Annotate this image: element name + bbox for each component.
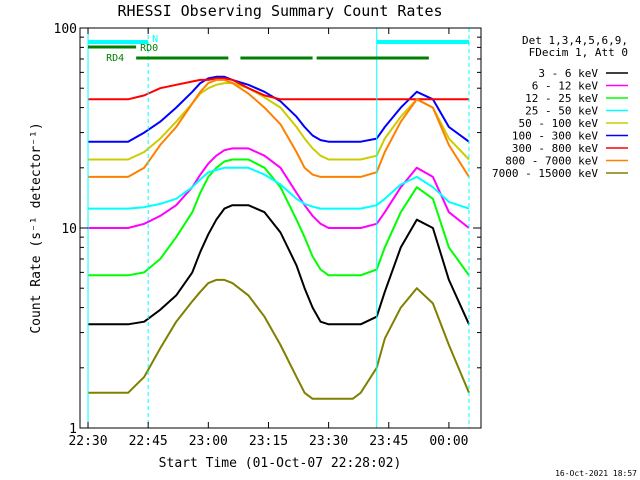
legend-header-line-2: FDecim 1, Att 0	[529, 46, 628, 59]
x-tick-label-0: 22:30	[68, 434, 107, 449]
x-axis-label: Start Time (01-Oct-07 22:28:02)	[159, 456, 402, 471]
x-tick-label-5: 23:45	[369, 434, 408, 449]
legend-label-4: 50 - 100 keV	[519, 117, 599, 130]
axes-layer: 22:30 22:45 23:00 23:15 23:30 23:45 00:00 1 10 10…	[54, 22, 481, 449]
markers-layer	[87, 28, 470, 428]
series-line-3	[88, 166, 470, 210]
series-layer	[88, 75, 470, 400]
legend-label-6: 300 - 800 keV	[512, 142, 598, 155]
x-tick-label-3: 23:15	[249, 434, 288, 449]
series-line-2	[88, 158, 470, 277]
series-line-6	[88, 77, 469, 101]
series-line-5	[88, 75, 470, 143]
flag-label-n: N	[152, 34, 158, 45]
legend-label-8: 7000 - 15000 keV	[492, 167, 598, 180]
flag-label-rd0: RD0	[140, 43, 158, 54]
series-line-7	[88, 78, 470, 178]
flag-label-rd4: RD4	[106, 53, 124, 64]
y-tick-label-2: 100	[54, 22, 77, 37]
y-axis-label: Count Rate (s⁻¹ detector⁻¹)	[29, 122, 44, 333]
series-line-0	[88, 204, 470, 326]
x-tick-label-6: 00:00	[429, 434, 468, 449]
chart-title: RHESSI Observing Summary Count Rates	[117, 2, 442, 20]
legend-header-line-1: Det 1,3,4,5,6,9,	[522, 34, 628, 47]
legend-label-0: 3 - 6 keV	[538, 67, 598, 80]
series-line-8	[88, 278, 470, 400]
legend-label-5: 100 - 300 keV	[512, 130, 598, 143]
y-tick-label-1: 10	[61, 222, 77, 237]
x-tick-label-2: 23:00	[189, 434, 228, 449]
legend-label-7: 800 - 7000 keV	[505, 155, 598, 168]
x-tick-label-1: 22:45	[129, 434, 168, 449]
x-tick-label-4: 23:30	[309, 434, 348, 449]
legend-label-2: 12 - 25 keV	[525, 92, 598, 105]
legend-label-3: 25 - 50 keV	[525, 105, 598, 118]
legend-label-1: 6 - 12 keV	[532, 80, 599, 93]
footer-timestamp: 16-Oct-2021 18:57	[555, 469, 637, 478]
y-tick-label-0: 1	[69, 422, 77, 437]
